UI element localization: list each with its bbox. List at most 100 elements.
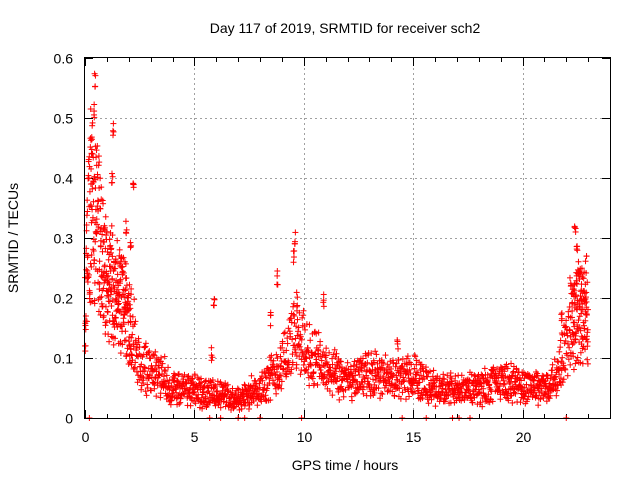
data-point bbox=[465, 386, 472, 393]
data-point bbox=[404, 353, 411, 360]
data-point bbox=[323, 345, 330, 352]
data-point bbox=[106, 298, 113, 305]
data-point bbox=[524, 396, 531, 403]
data-point bbox=[122, 328, 129, 335]
data-point bbox=[198, 379, 205, 386]
data-point bbox=[109, 275, 116, 282]
data-point bbox=[332, 353, 339, 360]
data-point bbox=[202, 395, 209, 402]
data-point bbox=[102, 245, 109, 252]
data-point bbox=[440, 371, 447, 378]
data-point bbox=[556, 348, 563, 355]
data-point bbox=[163, 372, 170, 379]
data-point bbox=[112, 265, 119, 272]
data-point bbox=[89, 119, 96, 126]
data-point bbox=[287, 370, 294, 377]
data-point bbox=[104, 273, 111, 280]
data-point bbox=[533, 392, 540, 399]
data-point bbox=[229, 385, 236, 392]
data-point bbox=[192, 400, 199, 407]
data-point bbox=[145, 375, 152, 382]
data-point bbox=[574, 354, 581, 361]
data-point bbox=[155, 362, 162, 369]
data-point bbox=[444, 391, 451, 398]
data-point bbox=[99, 303, 106, 310]
data-point bbox=[575, 258, 582, 265]
data-point bbox=[305, 369, 312, 376]
data-point bbox=[570, 353, 577, 360]
x-tick-label: 20 bbox=[516, 429, 532, 445]
data-point bbox=[230, 404, 237, 411]
data-point bbox=[347, 363, 354, 370]
data-point bbox=[390, 371, 397, 378]
x-tick-label: 15 bbox=[406, 429, 422, 445]
data-point bbox=[116, 246, 123, 253]
data-point bbox=[159, 360, 166, 367]
data-point bbox=[168, 382, 175, 389]
data-point bbox=[351, 358, 358, 365]
data-point bbox=[489, 398, 496, 405]
data-point bbox=[543, 398, 550, 405]
data-point bbox=[359, 386, 366, 393]
data-point bbox=[99, 248, 106, 255]
data-point bbox=[133, 368, 140, 375]
data-point bbox=[95, 153, 102, 160]
data-point bbox=[538, 385, 545, 392]
data-point bbox=[368, 370, 375, 377]
data-point bbox=[273, 390, 280, 397]
data-point bbox=[541, 391, 548, 398]
data-point bbox=[293, 361, 300, 368]
data-point bbox=[115, 300, 122, 307]
data-point bbox=[323, 352, 330, 359]
data-point bbox=[84, 275, 91, 282]
data-point bbox=[573, 292, 580, 299]
data-point bbox=[458, 372, 465, 379]
data-point bbox=[215, 401, 222, 408]
data-point bbox=[105, 272, 112, 279]
data-point bbox=[482, 394, 489, 401]
data-point bbox=[570, 366, 577, 373]
data-point bbox=[103, 319, 110, 326]
data-point bbox=[452, 373, 459, 380]
data-point bbox=[406, 393, 413, 400]
data-point bbox=[310, 369, 317, 376]
data-point bbox=[425, 400, 432, 407]
data-point bbox=[248, 372, 255, 379]
data-point bbox=[372, 377, 379, 384]
data-point bbox=[91, 300, 98, 307]
data-point bbox=[280, 365, 287, 372]
data-point bbox=[403, 396, 410, 403]
data-point bbox=[502, 386, 509, 393]
data-point bbox=[125, 298, 132, 305]
data-point bbox=[112, 256, 119, 263]
data-point bbox=[401, 377, 408, 384]
data-point bbox=[252, 378, 259, 385]
data-point bbox=[360, 390, 367, 397]
data-point bbox=[109, 232, 116, 239]
data-point bbox=[338, 364, 345, 371]
data-point bbox=[93, 216, 100, 223]
data-point bbox=[448, 380, 455, 387]
data-point bbox=[407, 370, 414, 377]
x-axis-label: GPS time / hours bbox=[292, 457, 399, 473]
data-point bbox=[114, 237, 121, 244]
data-point bbox=[123, 274, 130, 281]
data-point bbox=[300, 307, 307, 314]
data-point bbox=[142, 364, 149, 371]
data-point bbox=[569, 341, 576, 348]
data-point bbox=[458, 397, 465, 404]
data-point bbox=[129, 313, 136, 320]
data-point bbox=[271, 366, 278, 373]
data-point bbox=[402, 368, 409, 375]
data-point bbox=[491, 379, 498, 386]
data-point bbox=[89, 150, 96, 157]
data-point bbox=[121, 287, 128, 294]
data-point bbox=[148, 387, 155, 394]
data-point bbox=[562, 323, 569, 330]
data-point bbox=[351, 389, 358, 396]
data-point bbox=[122, 286, 129, 293]
data-point bbox=[88, 165, 95, 172]
data-point bbox=[128, 361, 135, 368]
data-point bbox=[525, 393, 532, 400]
data-point bbox=[414, 369, 421, 376]
